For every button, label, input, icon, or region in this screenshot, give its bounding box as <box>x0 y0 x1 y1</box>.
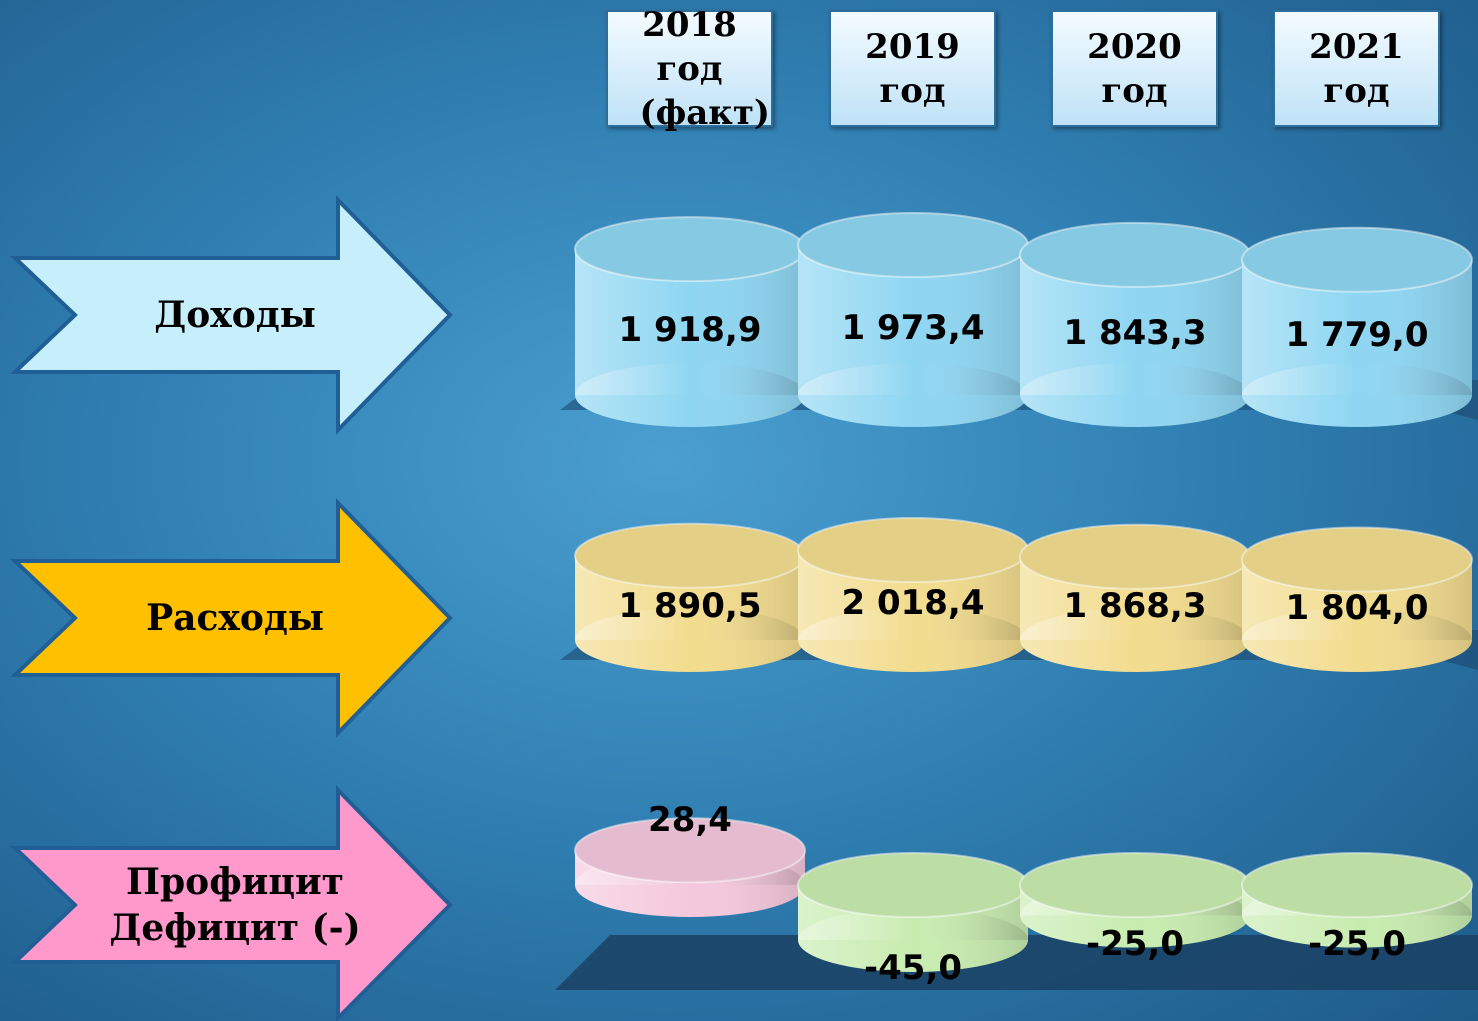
cylinder <box>574 522 806 672</box>
value-label: 1 779,0 <box>1285 315 1429 356</box>
cylinder-bottom-shine <box>1242 608 1472 672</box>
cylinder-top-shade <box>798 518 1028 582</box>
year-label: 2019 год <box>865 26 960 111</box>
cylinder-bottom-shine <box>798 363 1028 427</box>
cylinder-top <box>1241 526 1473 593</box>
cylinder-top-shade <box>1020 524 1250 589</box>
cylinder <box>797 852 1029 972</box>
value-label: 1 973,4 <box>841 308 985 348</box>
year-header: 2020 год <box>1051 10 1218 127</box>
cylinder <box>1019 852 1251 948</box>
cylinder-bottom-shine <box>798 908 1028 972</box>
value-label: 1 843,3 <box>1063 312 1207 353</box>
series-name: Профицит Дефицит (-) <box>109 861 361 949</box>
cylinder-top-shade <box>1242 227 1472 292</box>
year-label: 2020 год <box>1087 26 1182 111</box>
cylinder <box>1019 221 1251 427</box>
cylinder <box>1241 526 1473 672</box>
cylinder-bottom-shine <box>798 608 1028 672</box>
cylinder-bottom-shine <box>1020 363 1250 427</box>
cylinder-top-shade <box>1242 527 1472 592</box>
cylinder-top <box>1241 852 1473 918</box>
cylinder-top <box>1241 226 1473 293</box>
value-label: 28,4 <box>648 800 732 841</box>
cylinder <box>1241 226 1473 427</box>
cylinder-top <box>574 817 806 884</box>
value-label: 1 868,3 <box>1063 586 1207 627</box>
cylinder-top-shade <box>1020 222 1250 287</box>
cylinder-top-shade <box>575 217 805 282</box>
cylinder-bottom-shine <box>1242 363 1472 427</box>
value-label: 1 890,5 <box>618 585 762 626</box>
row-arrow <box>9 498 453 738</box>
year-label: 2021 год <box>1309 26 1404 111</box>
cylinder-top-shade <box>575 523 805 588</box>
value-label: -25,0 <box>1086 923 1184 964</box>
value-label: -25,0 <box>1308 923 1406 964</box>
year-header: 2021 год <box>1273 10 1440 127</box>
cylinder <box>574 817 806 917</box>
shadow <box>555 935 1478 990</box>
cylinder <box>797 212 1029 427</box>
series-name: Доходы <box>154 294 316 336</box>
cylinder-top-shade <box>1242 853 1472 917</box>
value-label: 1 918,9 <box>618 310 762 351</box>
year-label: 2018 год (факт) <box>639 4 771 133</box>
year-header: 2019 год <box>829 10 996 127</box>
cylinder-top-shade <box>798 853 1028 917</box>
cylinder-bottom-shine <box>575 608 805 672</box>
row-arrow <box>9 785 453 1021</box>
cylinder <box>797 517 1029 672</box>
value-label: -45,0 <box>864 948 962 988</box>
cylinder-top-shade <box>575 818 805 883</box>
value-label: 1 804,0 <box>1285 587 1429 628</box>
series-name: Расходы <box>146 597 324 639</box>
cylinder <box>574 216 806 427</box>
cylinder-top-shade <box>798 213 1028 277</box>
cylinder <box>1019 523 1251 672</box>
year-header: 2018 год (факт) <box>606 5 773 133</box>
value-label: 2 018,4 <box>841 583 985 623</box>
row-arrow <box>9 195 453 435</box>
cylinder-bottom-shine <box>575 363 805 427</box>
cylinder <box>1241 852 1473 948</box>
cylinder-bottom-shine <box>1020 608 1250 672</box>
cylinder-top-shade <box>1020 853 1250 917</box>
